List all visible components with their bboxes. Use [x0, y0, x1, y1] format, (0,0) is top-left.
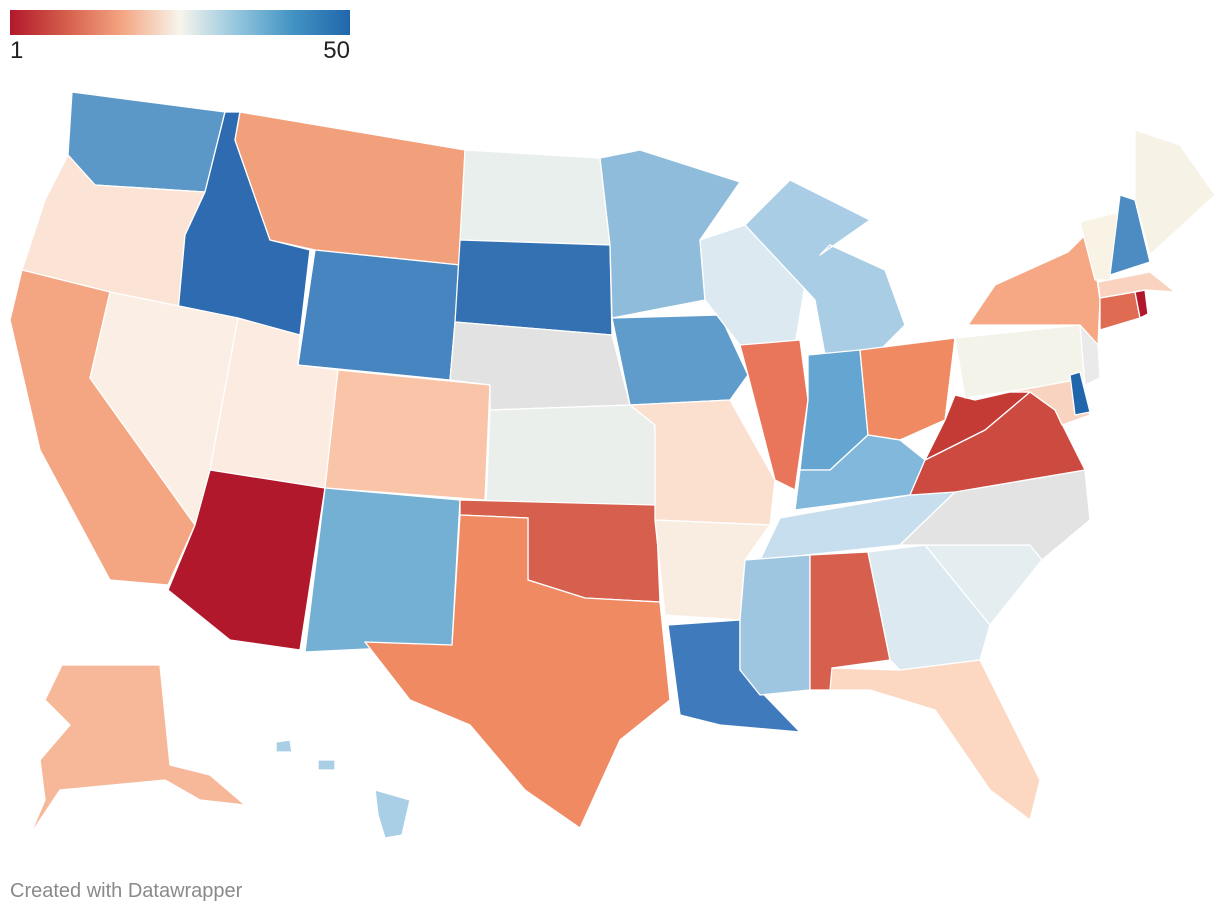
state-hi[interactable]: [275, 739, 411, 839]
state-tx[interactable]: [364, 514, 671, 829]
state-wy[interactable]: [297, 249, 461, 381]
legend-min-label: 1: [10, 37, 24, 64]
state-nj[interactable]: [1079, 324, 1101, 386]
state-ms[interactable]: [739, 554, 811, 696]
state-oh[interactable]: [859, 337, 956, 441]
legend-labels: 1 50: [10, 35, 350, 65]
state-mi[interactable]: [744, 179, 906, 361]
state-il[interactable]: [739, 339, 809, 491]
state-ky[interactable]: [794, 434, 926, 511]
state-wv[interactable]: [924, 391, 1031, 461]
state-vt[interactable]: [1079, 211, 1121, 281]
state-co[interactable]: [324, 369, 491, 501]
datawrapper-credit: Created with Datawrapper: [10, 880, 243, 902]
state-nd[interactable]: [459, 149, 611, 246]
state-de[interactable]: [1069, 371, 1091, 416]
state-nm[interactable]: [304, 487, 461, 653]
state-ks[interactable]: [485, 404, 657, 506]
state-fl[interactable]: [829, 659, 1041, 821]
state-sd[interactable]: [454, 239, 613, 336]
legend-gradient-bar: [10, 10, 350, 35]
state-ak[interactable]: [29, 664, 246, 836]
state-nh[interactable]: [1109, 194, 1151, 276]
color-legend: 1 50: [10, 10, 350, 65]
state-ma[interactable]: [1097, 271, 1176, 299]
state-me[interactable]: [1134, 129, 1216, 256]
us-choropleth-map: [9, 91, 1216, 839]
state-ct[interactable]: [1099, 291, 1141, 331]
legend-max-label: 50: [323, 37, 350, 64]
state-wa[interactable]: [67, 91, 226, 193]
state-ia[interactable]: [611, 314, 749, 406]
